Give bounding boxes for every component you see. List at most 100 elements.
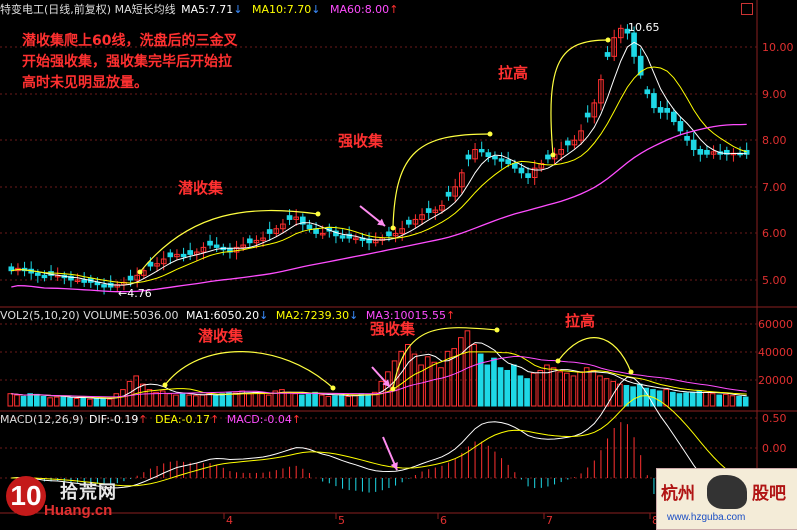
candle-body	[319, 232, 326, 236]
volume-bar	[34, 393, 40, 407]
candle-body	[399, 228, 406, 234]
volume-bar	[232, 392, 239, 407]
volume-bar	[179, 392, 186, 407]
ma10-line	[11, 66, 747, 284]
price-tick-label: 7.00	[762, 181, 787, 194]
volume-bar	[371, 391, 378, 407]
vol-value: VOLUME:5036.00	[83, 309, 179, 322]
candle-body	[571, 139, 578, 146]
volume-bar	[14, 394, 20, 407]
label-qiang-shouji-vol: 强收集	[370, 320, 416, 338]
candle-body	[598, 79, 604, 104]
volume-tick-label: 40000	[758, 346, 793, 359]
volume-bar	[80, 397, 87, 407]
volume-bar	[40, 395, 47, 407]
arc-endpoint	[330, 385, 336, 391]
candle-body	[591, 102, 598, 118]
volume-bar	[544, 364, 550, 407]
volume-bar	[683, 392, 689, 407]
volume-bar	[259, 393, 265, 407]
candle-body	[187, 250, 194, 255]
hzguba-watermark: 杭州 股吧 www.hzguba.com	[656, 468, 797, 530]
volume-bars	[7, 330, 749, 407]
volume-bar	[517, 375, 524, 407]
candle-body	[352, 237, 359, 241]
note-line-2: 开始强收集，强收集完毕后开始拉	[22, 53, 232, 70]
volume-bar	[246, 393, 252, 407]
candle-body	[531, 167, 538, 178]
candle-body	[452, 186, 459, 197]
up-arrow-icon: ↑	[210, 413, 220, 426]
high-price-label: 10.65	[628, 21, 660, 34]
shihuang-brand: 拾荒网	[60, 482, 117, 503]
volume-bar	[524, 378, 530, 407]
volume-bar	[411, 353, 418, 407]
up-arrow-icon: ↑	[446, 309, 456, 322]
volume-bar	[206, 393, 212, 407]
lagao-vol-arc	[557, 337, 632, 373]
x-tick-label: 8	[652, 514, 659, 527]
candle-body	[253, 239, 260, 244]
candle-body	[704, 149, 710, 155]
candle-body	[564, 140, 571, 146]
candle-body	[280, 223, 286, 230]
macd-title: MACD(12,26,9)	[0, 413, 84, 426]
dea-line	[11, 395, 747, 487]
volume-bar	[20, 395, 27, 407]
volume-bar	[477, 353, 484, 407]
vol-ma3: MA3:10015.55	[365, 309, 447, 322]
qian-arc	[139, 210, 319, 273]
lagao-arc	[550, 39, 609, 156]
vol-ma3-line	[11, 355, 747, 398]
candle-body	[81, 279, 88, 283]
candle-body	[233, 246, 240, 253]
volume-bar	[219, 393, 226, 407]
candle-body	[710, 151, 717, 155]
volume-bar	[312, 391, 318, 407]
candle-body	[419, 214, 425, 220]
volume-bar	[610, 380, 617, 407]
candle-body	[68, 275, 74, 281]
volume-bar	[120, 389, 126, 407]
volume-bar	[471, 344, 477, 407]
candle-body	[405, 219, 412, 225]
volume-bar	[292, 393, 299, 407]
qiang-vol-arrow-icon-head	[382, 379, 390, 387]
candle-body	[134, 274, 141, 281]
arc-endpoint	[162, 382, 168, 388]
volume-bar	[87, 398, 93, 407]
candle-body	[392, 232, 399, 237]
volume-bar	[656, 390, 663, 407]
volume-bar	[398, 350, 405, 407]
candle-body	[611, 37, 618, 57]
restore-button[interactable]	[741, 3, 753, 15]
volume-bar	[272, 390, 279, 407]
volume-bar	[299, 394, 305, 407]
candle-body	[651, 93, 657, 109]
volume-bar	[464, 330, 471, 407]
candle-body	[425, 208, 432, 213]
arc-endpoint	[390, 225, 396, 231]
x-tick-label: 7	[546, 514, 553, 527]
label-lagao-vol: 拉高	[565, 312, 595, 330]
volume-bar	[146, 389, 153, 407]
ma10-label: MA10:7.70	[252, 3, 312, 16]
candle-body	[101, 284, 107, 288]
candle-body	[492, 156, 498, 160]
candle-body	[306, 224, 313, 230]
ma5-label: MA5:7.71	[181, 3, 234, 16]
down-arrow-icon: ↓	[233, 3, 243, 16]
ma60-line	[11, 123, 747, 293]
volume-bar	[484, 364, 491, 407]
volume-bar	[424, 356, 431, 407]
candle-body	[346, 233, 353, 239]
candle-body	[160, 258, 167, 265]
arc-endpoint	[494, 327, 500, 333]
volume-bar	[723, 393, 729, 407]
volume-bar	[113, 393, 120, 407]
volume-bar	[491, 357, 497, 407]
volume-bar	[530, 372, 537, 407]
volume-bar	[199, 394, 206, 407]
volume-bar	[716, 394, 723, 407]
